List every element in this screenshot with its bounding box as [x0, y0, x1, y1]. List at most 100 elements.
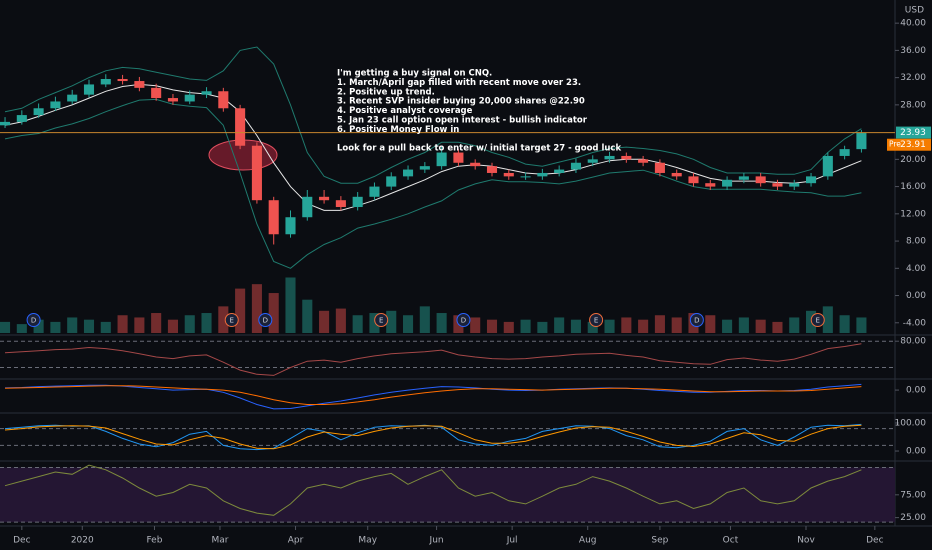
volume-bar — [50, 321, 61, 333]
candle-body — [470, 162, 481, 167]
candle-body — [654, 162, 665, 173]
premarket-tag: Pre — [889, 140, 901, 149]
y-tick-label: 0.00 — [906, 386, 926, 396]
candle-body — [755, 176, 766, 184]
volume-bar — [16, 324, 27, 333]
volume-bar — [386, 310, 397, 333]
event-label: E — [379, 317, 383, 325]
volume-bar — [218, 306, 229, 333]
volume-bar — [235, 288, 246, 333]
bollinger-upper — [4, 46, 862, 184]
event-label: D — [31, 317, 36, 325]
annotation-line: 4. Positive analyst coverage — [337, 106, 473, 116]
x-tick-label: Aug — [579, 536, 597, 546]
candle-body — [33, 108, 44, 116]
candle-body — [419, 166, 430, 170]
volume-bar — [486, 319, 498, 333]
x-tick-label: Dec — [13, 536, 30, 546]
candle-body — [0, 121, 11, 126]
candle-body — [83, 84, 95, 95]
x-tick-label: Jul — [506, 536, 518, 546]
volume-bar — [285, 277, 296, 333]
candle-body — [705, 183, 716, 187]
event-marker — [689, 313, 704, 327]
candle-body — [335, 200, 346, 208]
candle-body — [789, 183, 800, 187]
candle-body — [285, 217, 296, 235]
volume-bar — [0, 321, 11, 333]
candle-body — [201, 91, 212, 95]
volume-bar — [369, 313, 380, 333]
event-marker — [589, 313, 604, 327]
y-tick-label: 25.00 — [900, 513, 926, 523]
y-tick-label: 0.00 — [906, 447, 926, 457]
x-tick-label: Oct — [723, 536, 739, 546]
candle-body — [621, 155, 632, 160]
volume-bar — [570, 319, 581, 333]
y-tick-label: 16.00 — [900, 182, 926, 192]
volume-bar — [789, 317, 800, 333]
candle-body — [369, 186, 380, 197]
volume-bar — [419, 306, 430, 333]
last-price-label: 23.93 — [900, 128, 926, 138]
candle-body — [117, 78, 128, 82]
event-label: E — [594, 317, 598, 325]
volume-bar — [184, 315, 195, 333]
x-tick-label: 2020 — [71, 536, 94, 546]
candle-body — [268, 200, 279, 235]
event-marker — [810, 313, 825, 327]
candle-body — [671, 172, 682, 177]
y-tick-label: 20.00 — [900, 155, 926, 165]
candle-body — [537, 172, 548, 177]
volume-bar — [755, 319, 766, 333]
event-marker — [224, 313, 239, 327]
y-tick-label: 8.00 — [906, 237, 926, 247]
y-tick-label: 12.00 — [900, 209, 926, 219]
candle-body — [503, 172, 514, 177]
premarket-box — [887, 138, 931, 151]
volume-bar — [33, 319, 44, 333]
volume-bar — [83, 319, 95, 333]
currency-label: USD — [905, 6, 924, 16]
event-marker — [456, 313, 471, 327]
volume-bar — [117, 315, 128, 333]
y-tick-label: -4.00 — [903, 318, 927, 328]
volume-bar — [352, 315, 363, 333]
y-tick-label: 28.00 — [900, 100, 926, 110]
candle-body — [184, 94, 195, 102]
annotation-line: 1. March/April gap filled with recent mo… — [337, 78, 581, 88]
volume-bar — [319, 310, 330, 333]
candle-body — [772, 183, 783, 187]
volume-bar — [822, 306, 833, 333]
candle-body — [604, 155, 615, 160]
candle-body — [100, 78, 111, 85]
candle-body — [822, 155, 833, 177]
x-tick-label: Nov — [797, 536, 815, 546]
candle-body — [486, 166, 498, 173]
volume-bar — [201, 313, 212, 333]
volume-bar — [604, 319, 615, 333]
candle-body — [251, 145, 262, 201]
candle-body — [167, 98, 178, 102]
event-label: D — [461, 317, 466, 325]
volume-bar — [251, 284, 262, 333]
volume-bar — [470, 317, 481, 333]
x-tick-label: Dec — [866, 536, 883, 546]
volume-bar — [436, 313, 447, 333]
pane-separators — [0, 0, 932, 527]
candle-body — [134, 81, 145, 88]
volume-bar — [537, 321, 548, 333]
volume-bar — [839, 315, 850, 333]
y-tick-label: 75.00 — [900, 490, 926, 500]
candle-body — [386, 176, 397, 187]
y-tick-label: 40.00 — [900, 19, 926, 29]
volume-bar — [503, 321, 514, 333]
indicator-line — [4, 343, 862, 376]
annotation-line: I'm getting a buy signal on CNQ. — [337, 69, 492, 79]
bollinger-basis — [4, 83, 862, 211]
annotation-line: 6. Positive Money Flow in — [337, 125, 459, 135]
volume-bar — [856, 317, 867, 333]
volume-bar — [621, 317, 632, 333]
candle-body — [16, 115, 27, 122]
